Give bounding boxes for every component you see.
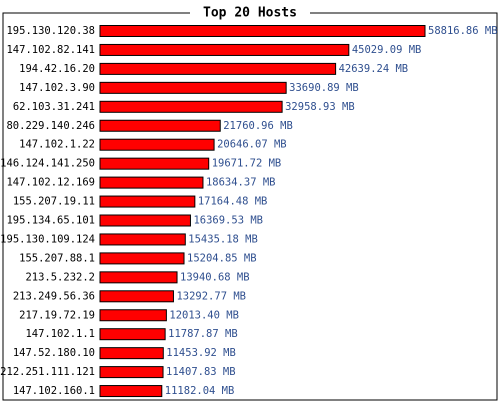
value-label: 18634.37 MB: [206, 177, 276, 189]
value-label: 32958.93 MB: [285, 101, 355, 113]
category-label: 217.19.72.19: [19, 309, 95, 321]
bar: [99, 347, 164, 360]
category-label: 155.207.19.11: [13, 196, 95, 208]
bar: [99, 309, 167, 322]
value-label: 11407.83 MB: [166, 366, 236, 378]
category-label: 195.134.65.101: [6, 215, 95, 227]
bar: [99, 195, 196, 208]
bar: [99, 138, 215, 151]
value-label: 11787.87 MB: [168, 328, 238, 340]
bar: [99, 271, 178, 284]
category-label: 147.102.1.22: [19, 139, 95, 151]
bar: [99, 214, 191, 227]
chart-title: Top 20 Hosts: [203, 6, 297, 21]
category-label: 213.5.232.2: [25, 271, 95, 283]
bar: [99, 81, 287, 94]
value-label: 33690.89 MB: [289, 82, 359, 94]
value-label: 20646.07 MB: [217, 139, 287, 151]
bar: [99, 100, 283, 113]
bar: [99, 385, 163, 398]
frame: [2, 12, 498, 401]
category-label: 80.229.140.246: [6, 120, 95, 132]
value-label: 12013.40 MB: [169, 309, 239, 321]
value-label: 45029.09 MB: [352, 44, 422, 56]
value-label: 19671.72 MB: [212, 158, 282, 170]
category-label: 147.102.82.141: [6, 44, 95, 56]
value-label: 15435.18 MB: [188, 233, 258, 245]
value-label: 17164.48 MB: [198, 196, 268, 208]
category-label: 147.102.1.1: [25, 328, 95, 340]
value-label: 11453.92 MB: [166, 347, 236, 359]
value-label: 15204.85 MB: [187, 252, 257, 264]
bar: [99, 157, 210, 170]
value-label: 58816.86 MB: [428, 25, 498, 37]
bar: [99, 252, 185, 265]
category-label: 155.207.88.1: [19, 252, 95, 264]
bar: [99, 62, 337, 75]
category-label: 195.130.120.38: [6, 25, 95, 37]
category-label: 147.102.3.90: [19, 82, 95, 94]
value-label: 21760.96 MB: [223, 120, 293, 132]
value-label: 16369.53 MB: [193, 215, 263, 227]
value-label: 11182.04 MB: [165, 385, 235, 397]
bar: [99, 176, 204, 189]
bar: [99, 366, 164, 379]
category-label: 213.249.56.36: [13, 290, 95, 302]
bar: [99, 290, 174, 303]
bar: [99, 43, 350, 56]
bar: [99, 119, 221, 132]
category-label: 195.130.109.124: [0, 233, 95, 245]
category-label: 62.103.31.241: [13, 101, 95, 113]
value-label: 13292.77 MB: [176, 290, 246, 302]
bar: [99, 25, 426, 37]
value-label: 13940.68 MB: [180, 271, 250, 283]
category-label: 194.42.16.20: [19, 63, 95, 75]
category-label: 212.251.111.121: [0, 366, 95, 378]
bar: [99, 233, 186, 246]
category-label: 147.102.160.1: [13, 385, 95, 397]
category-label: 147.102.12.169: [6, 177, 95, 189]
value-label: 42639.24 MB: [339, 63, 409, 75]
category-label: 147.52.180.10: [13, 347, 95, 359]
category-label: 146.124.141.250: [0, 158, 95, 170]
bar: [99, 328, 166, 341]
